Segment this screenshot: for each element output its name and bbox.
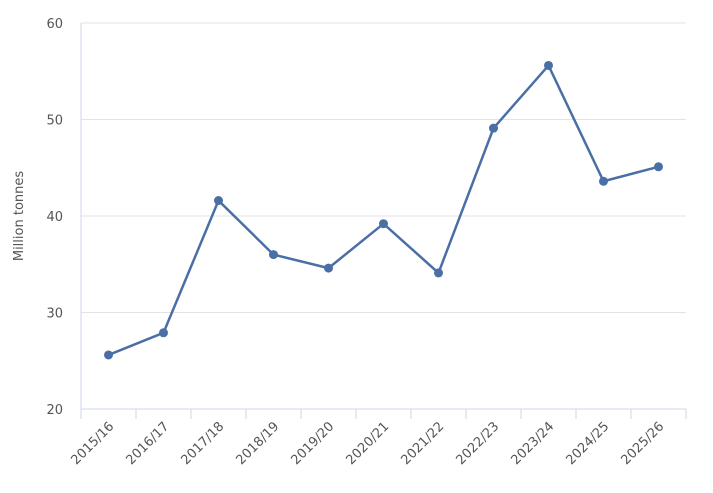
y-tick-label: 30 [46, 307, 63, 322]
point [379, 219, 388, 229]
x-tick-label: 2016/17 [124, 419, 173, 468]
x-tick-label: 2018/19 [234, 419, 283, 468]
point [434, 268, 443, 278]
point [159, 328, 168, 338]
x-tick-label: 2023/24 [509, 419, 558, 468]
x-tick-label: 2025/26 [619, 419, 668, 468]
x-tick-label: 2017/18 [179, 419, 228, 468]
x-tick-label: 2024/25 [564, 419, 613, 468]
point [544, 60, 553, 70]
y-tick-label: 20 [46, 403, 63, 418]
point [599, 176, 608, 186]
x-tick-label: 2021/22 [399, 419, 448, 468]
y-tick-label: 60 [46, 17, 63, 32]
series-line [108, 63, 659, 357]
y-axis-title: Million tonnes [12, 171, 27, 262]
x-tick-label: 2019/20 [289, 419, 338, 468]
point [489, 123, 498, 133]
point [654, 162, 663, 172]
x-tick-label: 2015/16 [69, 419, 118, 468]
x-tick-label: 2020/21 [344, 419, 393, 468]
x-tick-label: 2022/23 [454, 419, 503, 468]
point [324, 263, 333, 273]
point [269, 250, 278, 260]
point [104, 350, 113, 360]
point [214, 196, 223, 206]
y-tick-label: 50 [46, 114, 63, 129]
y-tick-label: 40 [46, 210, 63, 225]
